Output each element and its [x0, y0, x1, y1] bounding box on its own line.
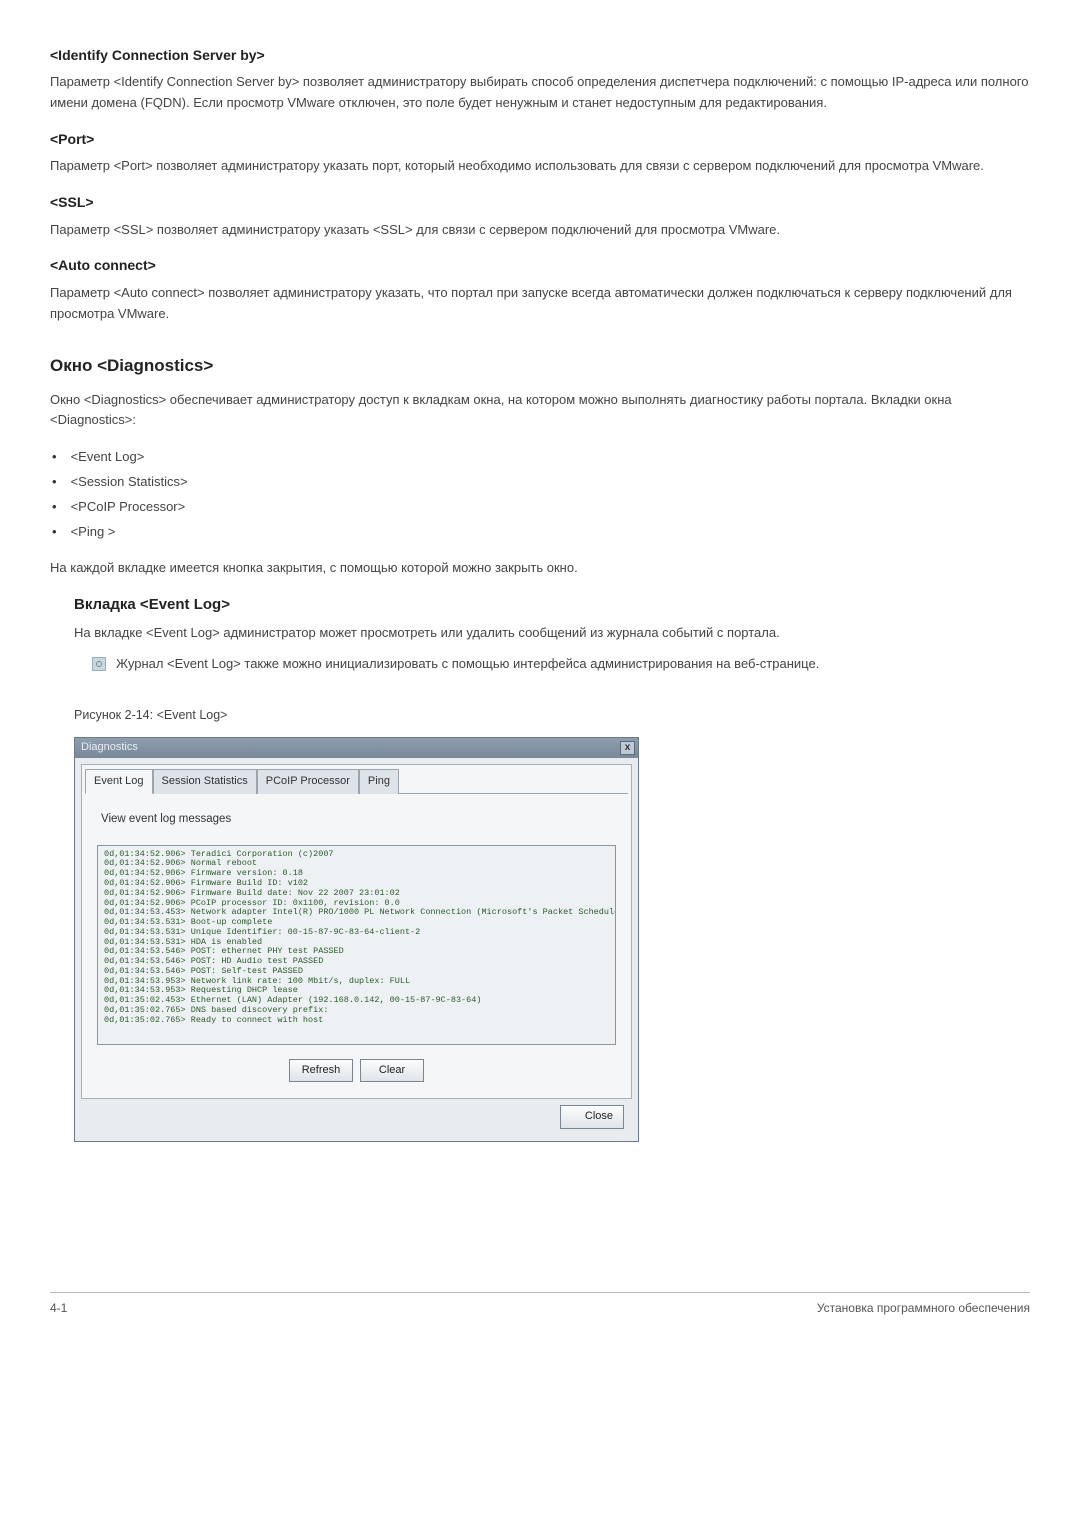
heading-diagnostics: Окно <Diagnostics> [50, 352, 1030, 379]
desc-auto-connect: Параметр <Auto connect> позволяет админи… [50, 283, 1030, 325]
tab-ping[interactable]: Ping [359, 769, 399, 795]
heading-ssl: <SSL> [50, 191, 1030, 213]
list-item: <Session Statistics> [52, 470, 1030, 495]
list-item: <Event Log> [52, 445, 1030, 470]
figure-caption: Рисунок 2-14: <Event Log> [74, 705, 1030, 725]
page-footer: 4-1 Установка программного обеспечения [50, 1292, 1030, 1318]
close-button[interactable]: Close [560, 1105, 624, 1129]
tab-session-statistics[interactable]: Session Statistics [153, 769, 257, 795]
list-item: <Ping > [52, 520, 1030, 545]
diagnostics-dialog: Diagnostics x Event Log Session Statisti… [74, 737, 639, 1142]
desc-diagnostics: Окно <Diagnostics> обеспечивает админист… [50, 390, 1030, 432]
heading-event-log: Вкладка <Event Log> [74, 593, 1030, 617]
list-item: <PCoIP Processor> [52, 495, 1030, 520]
note-icon [92, 657, 106, 671]
refresh-button[interactable]: Refresh [289, 1059, 353, 1083]
desc-port: Параметр <Port> позволяет администратору… [50, 156, 1030, 177]
note-row: Журнал <Event Log> также можно инициализ… [92, 654, 1030, 675]
footer-title: Установка программного обеспечения [817, 1299, 1030, 1318]
clear-button[interactable]: Clear [360, 1059, 424, 1083]
desc-event-log: На вкладке <Event Log> администратор мож… [74, 623, 1030, 644]
heading-auto-connect: <Auto connect> [50, 254, 1030, 276]
note-text: Журнал <Event Log> также можно инициализ… [116, 654, 819, 675]
dialog-tabs: Event Log Session Statistics PCoIP Proce… [85, 768, 628, 795]
dialog-title: Diagnostics [81, 739, 138, 757]
tab-event-log[interactable]: Event Log [85, 769, 153, 795]
desc-ssl: Параметр <SSL> позволяет администратору … [50, 220, 1030, 241]
diagnostics-tabs-list: <Event Log> <Session Statistics> <PCoIP … [50, 445, 1030, 544]
page-number: 4-1 [50, 1299, 67, 1318]
dialog-titlebar: Diagnostics x [75, 738, 638, 758]
diagnostics-after-text: На каждой вкладке имеется кнопка закрыти… [50, 558, 1030, 579]
close-icon[interactable]: x [620, 741, 635, 755]
event-log-textarea[interactable]: 0d,01:34:52.906> Teradici Corporation (c… [97, 845, 616, 1045]
heading-identify: <Identify Connection Server by> [50, 44, 1030, 66]
desc-identify: Параметр <Identify Connection Server by>… [50, 72, 1030, 114]
heading-port: <Port> [50, 128, 1030, 150]
view-event-log-label: View event log messages [101, 810, 616, 828]
tab-pcoip-processor[interactable]: PCoIP Processor [257, 769, 359, 795]
